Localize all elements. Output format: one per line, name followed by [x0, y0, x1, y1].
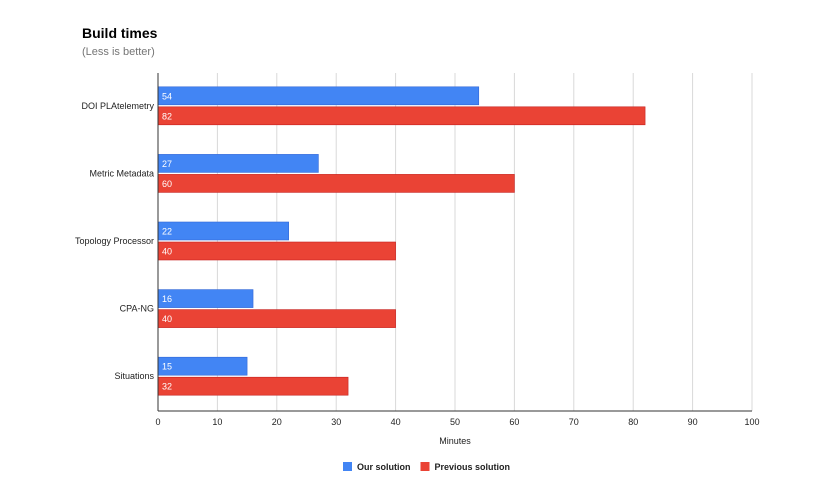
x-tick-label: 30 [331, 417, 341, 427]
x-tick-label: 90 [688, 417, 698, 427]
data-label: 32 [162, 382, 172, 392]
x-tick-label: 100 [744, 417, 759, 427]
x-tick-label: 20 [272, 417, 282, 427]
data-label: 40 [162, 314, 172, 324]
data-label: 82 [162, 111, 172, 121]
chart-title: Build times [82, 25, 158, 41]
x-tick-label: 40 [391, 417, 401, 427]
x-tick-label: 60 [509, 417, 519, 427]
y-tick-label: DOI PLAtelemetry [81, 101, 154, 111]
x-tick-label: 0 [155, 417, 160, 427]
x-axis-label: Minutes [439, 436, 471, 446]
x-tick-label: 70 [569, 417, 579, 427]
x-tick-label: 80 [628, 417, 638, 427]
legend-swatch [343, 462, 352, 471]
data-label: 22 [162, 227, 172, 237]
chart-subtitle: (Less is better) [82, 46, 155, 58]
bar-previous-solution [157, 174, 515, 193]
data-label: 54 [162, 91, 172, 101]
bar-previous-solution [157, 376, 349, 396]
x-tick-label: 10 [212, 417, 222, 427]
bar-our-solution [157, 289, 254, 308]
data-label: 15 [162, 362, 172, 372]
y-tick-label: Metric Metadata [89, 168, 154, 178]
legend-swatch [420, 462, 430, 471]
legend-label: Our solution [357, 462, 411, 472]
data-label: 40 [162, 247, 172, 257]
bar-previous-solution [157, 309, 396, 328]
y-tick-label: Topology Processor [75, 236, 154, 246]
bar-previous-solution [157, 241, 396, 261]
y-tick-label: Situations [114, 371, 154, 381]
bar-our-solution [157, 154, 319, 173]
bar-previous-solution [157, 106, 646, 126]
bar-our-solution [157, 86, 480, 106]
data-label: 60 [162, 179, 172, 189]
legend-label: Previous solution [435, 462, 511, 472]
data-label: 27 [162, 159, 172, 169]
bar-our-solution [157, 221, 289, 241]
x-tick-label: 50 [450, 417, 460, 427]
data-label: 16 [162, 294, 172, 304]
y-tick-label: CPA-NG [120, 304, 154, 314]
